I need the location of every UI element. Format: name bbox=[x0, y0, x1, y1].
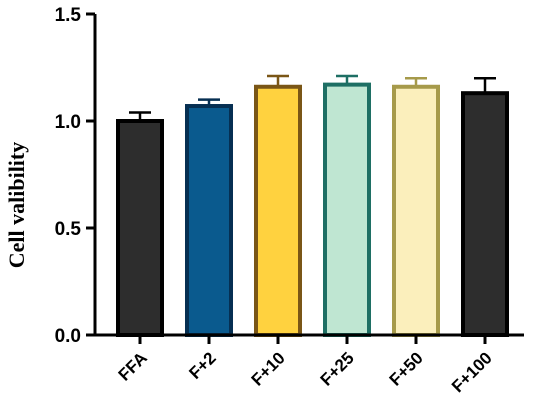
y-tick-label: 1.0 bbox=[55, 112, 81, 133]
y-tick-label: 0.5 bbox=[55, 219, 82, 240]
bar-fplus-100 bbox=[461, 91, 509, 338]
x-tick-label: F+100 bbox=[448, 348, 496, 396]
bars bbox=[116, 74, 509, 338]
y-tick-label: 1.5 bbox=[55, 5, 82, 26]
bar-ffa bbox=[116, 119, 164, 337]
y-axis-title: Cell valibility bbox=[4, 142, 29, 269]
x-tick-label: F+50 bbox=[386, 348, 427, 389]
x-tick-label: F+25 bbox=[317, 348, 358, 389]
bar-fplus-10 bbox=[254, 84, 302, 338]
x-tick-label: FFA bbox=[115, 348, 151, 384]
x-tick-label: F+2 bbox=[185, 348, 219, 382]
bar-fplus-50 bbox=[392, 84, 440, 338]
x-axis: FFA F+2 F+10 F+25 F+50 F+100 bbox=[93, 333, 524, 396]
bar-fplus-2 bbox=[185, 104, 233, 337]
x-tick-label: F+10 bbox=[248, 348, 289, 389]
y-tick-label: 0.0 bbox=[55, 326, 81, 347]
y-axis: 0.0 0.5 1.0 1.5 bbox=[55, 5, 97, 347]
bar-fplus-25 bbox=[323, 82, 371, 338]
